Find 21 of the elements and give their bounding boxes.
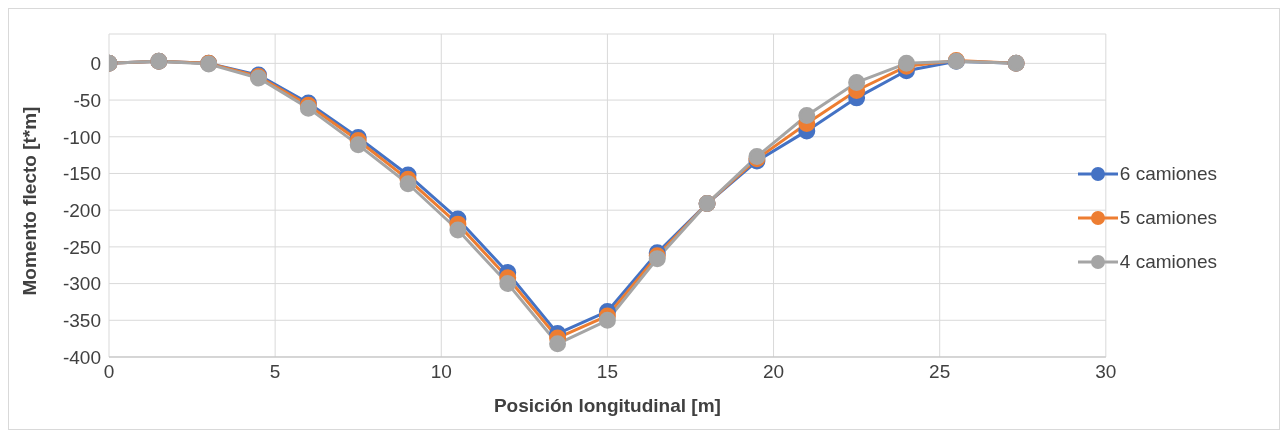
y-axis-title: Momento flecto [t*m] [18, 106, 40, 296]
x-tick-label: 0 [103, 361, 115, 383]
x-tick-label: 30 [1095, 361, 1117, 383]
y-tick-label: -250 [62, 236, 101, 258]
x-tick-label: 10 [430, 361, 452, 383]
y-tick-label: -200 [62, 199, 101, 221]
x-tick-label: 25 [929, 361, 951, 383]
legend-label: 4 camiones [1119, 250, 1217, 274]
x-axis-title: Posición longitudinal [m] [493, 395, 721, 416]
y-tick-label: -150 [62, 163, 101, 185]
x-tick-label: 5 [269, 361, 281, 383]
x-tick-label: 15 [596, 361, 618, 383]
y-tick-label: 0 [90, 53, 101, 75]
legend-label: 5 camiones [1119, 206, 1217, 230]
x-tick-label: 20 [762, 361, 785, 383]
y-tick-label: -350 [62, 310, 101, 332]
y-tick-label: -400 [62, 346, 101, 368]
y-tick-label: -100 [62, 126, 101, 148]
legend-label: 6 camiones [1119, 162, 1217, 186]
y-tick-label: -50 [73, 89, 101, 111]
y-tick-label: -300 [62, 273, 101, 295]
